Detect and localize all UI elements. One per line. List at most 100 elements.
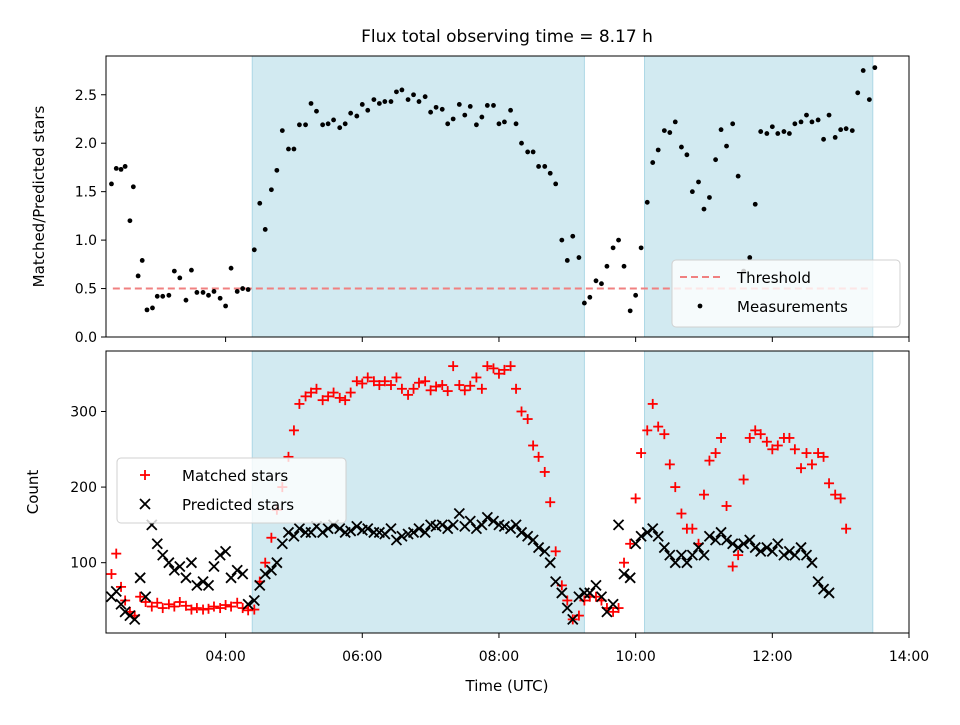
measurements-point — [843, 126, 849, 132]
predicted-stars-point — [191, 579, 203, 592]
matched-stars-point — [345, 387, 356, 398]
measurements-point — [684, 152, 690, 158]
matched-stars-point — [789, 444, 800, 455]
matched-stars-point — [471, 372, 482, 383]
legend-label: Predicted stars — [182, 496, 294, 514]
x-marker-b — [522, 530, 534, 542]
x-marker-b — [755, 545, 767, 557]
count-panel: 100 200 300 04:00 06:00 08:00 10:00 12:00 14:00 C… — [24, 350, 929, 665]
measurements-point — [655, 147, 661, 153]
measurements-point — [118, 166, 124, 172]
legend-box — [116, 457, 347, 524]
matched-stars-point — [186, 604, 197, 615]
x-marker-b — [823, 587, 835, 599]
x-marker-b — [618, 568, 630, 580]
matched-stars-point — [351, 376, 362, 387]
measurements-point — [394, 89, 399, 95]
x-marker-b — [276, 538, 288, 550]
matched-stars-point — [767, 444, 778, 455]
measurements-point — [450, 116, 456, 122]
predicted-stars-point — [334, 523, 346, 535]
matched-stars-point — [698, 489, 709, 500]
x-marker-b — [163, 557, 175, 569]
x-marker-b — [504, 523, 517, 535]
measurements-point — [724, 143, 729, 149]
predicted-stars-point — [823, 587, 835, 599]
legend-box — [671, 259, 901, 328]
predicted-stars-point — [584, 587, 596, 599]
matched-stars-point — [111, 548, 122, 559]
measurements-point — [354, 113, 360, 119]
predicted-stars-point — [407, 526, 420, 539]
measurements-point — [171, 268, 177, 274]
x-marker-b — [727, 538, 739, 550]
matched-stars-point — [425, 385, 436, 396]
predicted-stars-point — [515, 526, 528, 539]
x-marker-b — [584, 587, 596, 599]
x-marker-b — [595, 591, 608, 603]
observing-interval-band — [251, 55, 585, 338]
measurements-point — [735, 173, 741, 179]
matched-stars-point — [437, 380, 448, 391]
matched-stars-point — [824, 478, 835, 489]
x-marker-b — [658, 541, 670, 554]
matched-stars-point — [630, 493, 641, 504]
y-axis-label: Matched/Predicted stars — [30, 106, 48, 288]
matched-stars-point — [106, 569, 117, 580]
matched-stars-point — [191, 603, 202, 614]
predicted-stars-point — [761, 541, 773, 554]
predicted-stars-point — [550, 575, 562, 588]
x-marker-b — [470, 523, 483, 535]
x-marker-b — [669, 557, 681, 569]
predicted-stars-point — [436, 519, 448, 531]
predicted-stars-point — [248, 594, 260, 607]
predicted-stars-point — [789, 549, 801, 561]
x-marker-b — [527, 534, 539, 546]
measurements-point — [758, 129, 764, 134]
measurements-point — [113, 166, 119, 171]
legend-label: Measurements — [737, 298, 848, 316]
matched-stars-point — [431, 381, 442, 392]
x-marker-b — [647, 523, 659, 535]
measurements-point — [144, 307, 150, 313]
x-marker-b — [544, 557, 556, 569]
measurements-point — [286, 146, 291, 152]
measurements-point — [331, 117, 336, 123]
matched-stars-point — [420, 376, 431, 387]
predicted-stars-point — [322, 523, 334, 535]
predicted-stars-point — [476, 519, 488, 531]
x-marker-b — [664, 549, 676, 561]
ratio-panel: 0.0 0.5 1.0 1.5 2.0 2.5 Matched/Predicted star… — [30, 55, 910, 346]
x-marker-b — [772, 538, 784, 550]
measurements-point — [610, 245, 616, 251]
x-marker-b — [812, 575, 824, 588]
measurements-point — [564, 258, 570, 263]
predicted-stars-point — [174, 560, 186, 573]
matched-stars-point — [442, 386, 453, 397]
matched-stars-point — [448, 361, 459, 372]
predicted-stars-point — [265, 564, 278, 576]
predicted-stars-point — [652, 530, 664, 542]
matched-stars-point — [619, 557, 630, 568]
predicted-stars-point — [539, 545, 551, 557]
predicted-stars-point — [778, 549, 790, 561]
measurements-point — [348, 110, 354, 116]
measurements-point — [479, 114, 485, 120]
measurements-point — [838, 127, 844, 133]
x-marker-b — [424, 519, 437, 531]
matched-stars-point — [528, 440, 539, 451]
x-marker-b — [362, 523, 374, 535]
predicted-stars-point — [737, 538, 750, 550]
x-marker-b — [806, 557, 818, 569]
predicted-stars-point — [140, 591, 152, 603]
measurements-point — [217, 295, 223, 301]
x-marker-b — [293, 523, 306, 535]
measurements-point — [849, 128, 855, 134]
predicted-stars-point — [442, 523, 454, 535]
predicted-stars-point — [214, 549, 226, 561]
measurements-point — [832, 134, 838, 140]
measurements-point — [166, 292, 172, 298]
x-marker-b — [720, 534, 733, 546]
predicted-stars-point — [385, 523, 397, 535]
predicted-stars-point — [812, 575, 824, 588]
